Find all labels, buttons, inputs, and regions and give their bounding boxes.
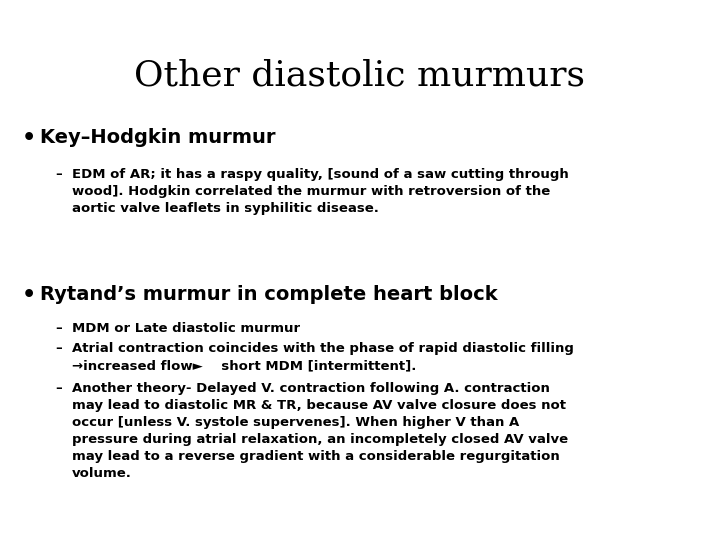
Text: Another theory- Delayed V. contraction following A. contraction
may lead to dias: Another theory- Delayed V. contraction f…: [72, 382, 568, 480]
Text: •: •: [22, 285, 36, 305]
Text: EDM of AR; it has a raspy quality, [sound of a saw cutting through
wood]. Hodgki: EDM of AR; it has a raspy quality, [soun…: [72, 168, 569, 215]
Text: –: –: [55, 168, 62, 181]
Text: •: •: [22, 128, 36, 148]
Text: Key–Hodgkin murmur: Key–Hodgkin murmur: [40, 128, 276, 147]
Text: Rytand’s murmur in complete heart block: Rytand’s murmur in complete heart block: [40, 285, 498, 304]
Text: –: –: [55, 322, 62, 335]
Text: –: –: [55, 382, 62, 395]
Text: Atrial contraction coincides with the phase of rapid diastolic filling
→increase: Atrial contraction coincides with the ph…: [72, 342, 574, 372]
Text: MDM or Late diastolic murmur: MDM or Late diastolic murmur: [72, 322, 300, 335]
Text: –: –: [55, 342, 62, 355]
Text: Other diastolic murmurs: Other diastolic murmurs: [135, 58, 585, 92]
